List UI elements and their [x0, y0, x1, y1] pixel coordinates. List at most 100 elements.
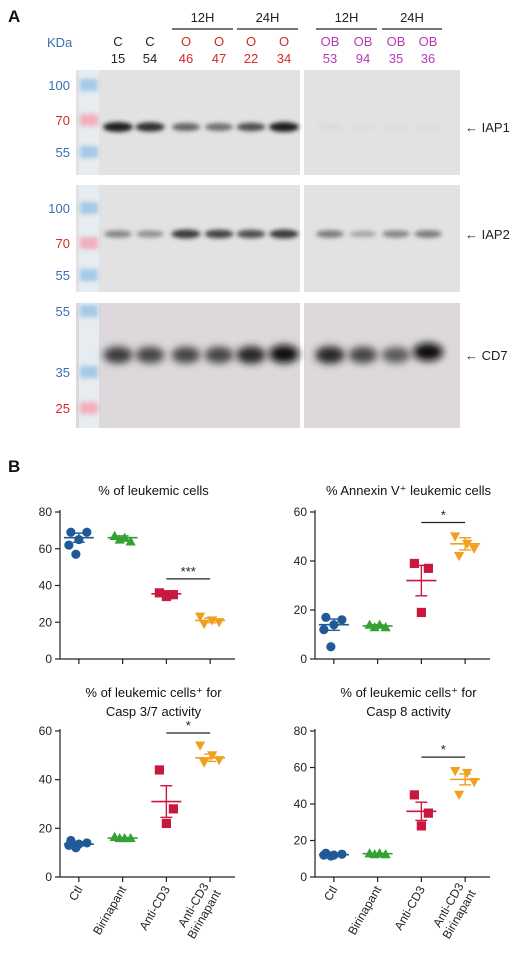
kda-label: KDa [47, 35, 73, 50]
y-tick-label: 60 [39, 542, 53, 556]
x-category-line: Ctl [66, 884, 85, 904]
protein-band [413, 343, 443, 361]
time-group-label: 24H [400, 10, 424, 25]
y-tick-label: 20 [39, 821, 53, 835]
y-tick-label: 40 [294, 554, 308, 568]
lane-id-label: 53 [323, 51, 337, 66]
chart-title: % of leukemic cells⁺ for [340, 685, 477, 700]
lane-code-label: C [113, 34, 122, 49]
blot-membrane [76, 303, 300, 428]
y-tick-label: 40 [39, 579, 53, 593]
data-point [71, 843, 80, 852]
marker-kda-label: 100 [48, 201, 70, 216]
protein-band [382, 230, 410, 237]
lane-id-label: 46 [179, 51, 193, 66]
protein-band [205, 230, 234, 239]
y-tick-label: 20 [294, 834, 308, 848]
blot-membrane [76, 70, 300, 175]
protein-band [269, 230, 298, 239]
significance-label: * [441, 508, 446, 523]
protein-band [171, 230, 200, 239]
data-point [410, 790, 419, 799]
lane-code-label: OB [419, 34, 438, 49]
ladder-band [80, 305, 98, 317]
lane-code-label: C [145, 34, 154, 49]
data-point [329, 620, 338, 629]
lane-id-label: 22 [244, 51, 258, 66]
data-point [169, 804, 178, 813]
chart-title: Casp 8 activity [366, 704, 451, 719]
time-group-label: 24H [256, 10, 280, 25]
y-tick-label: 40 [39, 773, 53, 787]
data-point [82, 838, 91, 847]
protein-band [205, 123, 233, 131]
data-point [64, 540, 73, 549]
lane-labels: C15C54O46O47O22O34OB53OB94OB35OB36 [111, 34, 438, 66]
lane-id-label: 36 [421, 51, 435, 66]
marker-kda-label: 100 [48, 78, 70, 93]
protein-band [135, 122, 164, 131]
lane-code-label: O [246, 34, 256, 49]
panel-b-label: B [8, 457, 20, 476]
data-point [454, 552, 464, 561]
protein-band [316, 230, 344, 238]
data-point [319, 625, 328, 634]
y-tick-label: 0 [45, 652, 52, 666]
y-tick-label: 60 [294, 761, 308, 775]
x-category-label: Anti-CD3Birinapant [427, 880, 479, 941]
data-point [417, 608, 426, 617]
time-group-label: 12H [335, 10, 359, 25]
data-point [164, 590, 173, 599]
data-point [82, 528, 91, 537]
ladder-band [80, 269, 98, 281]
lane-id-label: 15 [111, 51, 125, 66]
x-category-label: Anti-CD3Birinapant [172, 880, 224, 941]
marker-kda-label: 25 [56, 401, 70, 416]
protein-band [315, 346, 345, 363]
x-category-label: Anti-CD3 [137, 883, 174, 932]
significance-label: *** [181, 564, 196, 579]
ladder-band [80, 237, 98, 249]
blot-target-label: ← IAP2 [465, 227, 510, 242]
data-point [454, 791, 464, 800]
marker-kda-label: 55 [56, 145, 70, 160]
western-blots: 100 70 55 ← IAP1 100 70 55 ← IAP2 55 35 25 ← CD7 [48, 70, 510, 428]
ladder-band [80, 114, 98, 126]
panel-a-label: A [8, 7, 20, 26]
data-point [326, 642, 335, 651]
blot-membrane [76, 185, 300, 292]
chart-title: % of leukemic cells⁺ for [85, 685, 222, 700]
blot-target-label: ← IAP1 [465, 120, 510, 135]
x-category-line: Birinapant [345, 883, 384, 937]
protein-band [350, 124, 376, 129]
marker-kda-label: 55 [56, 304, 70, 319]
protein-band [236, 346, 266, 363]
dot-plot: % of leukemic cells⁺ for Casp 3/7 activit… [39, 685, 235, 941]
data-point [410, 559, 419, 568]
protein-band [172, 123, 200, 131]
ladder-band [80, 202, 98, 214]
dot-plot: % of leukemic cells⁺ for Casp 8 activity 0… [294, 685, 490, 941]
y-tick-label: 0 [300, 652, 307, 666]
protein-band [269, 345, 299, 363]
chart-title: % of leukemic cells [98, 483, 209, 498]
lane-code-label: O [181, 34, 191, 49]
marker-kda-label: 55 [56, 268, 70, 283]
data-point [195, 742, 205, 751]
lane-id-label: 54 [143, 51, 157, 66]
data-point [155, 765, 164, 774]
ladder-band [80, 79, 98, 91]
protein-band [349, 347, 378, 364]
marker-kda-label: 70 [56, 113, 70, 128]
x-category-label: Anti-CD3 [392, 883, 429, 932]
data-point [469, 778, 479, 787]
protein-band [136, 231, 164, 238]
protein-band [205, 347, 234, 364]
data-point [337, 850, 346, 859]
lane-id-label: 34 [277, 51, 291, 66]
x-category-label: Ctl [66, 884, 85, 904]
data-point [337, 615, 346, 624]
data-point [66, 528, 75, 537]
x-category-line: Anti-CD3 [137, 883, 174, 932]
lane-code-label: OB [387, 34, 406, 49]
